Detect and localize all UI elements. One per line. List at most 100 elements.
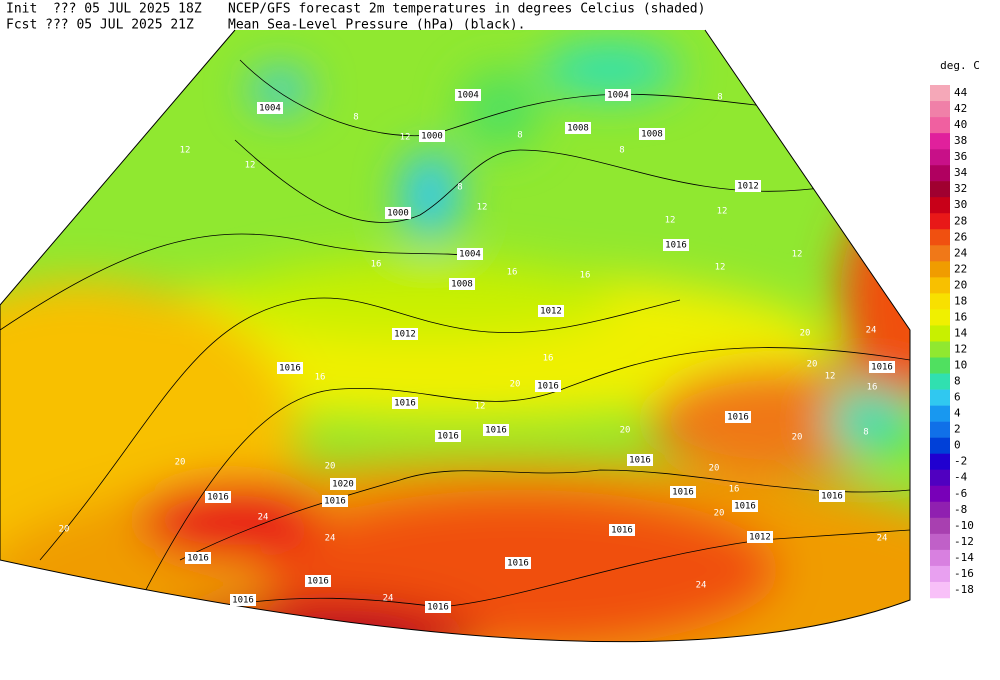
pressure-label: 1008 — [451, 280, 473, 290]
colorbar-label: 12 — [954, 342, 967, 355]
pressure-label-bg — [457, 248, 483, 260]
isobar — [199, 529, 910, 611]
colorbar-swatch — [930, 85, 950, 102]
temperature-label: 12 — [825, 372, 836, 382]
pressure-label-bg — [639, 128, 665, 140]
pressure-label-bg — [277, 362, 303, 374]
pressure-label: 1020 — [332, 480, 354, 490]
temperature-label: 16 — [371, 260, 382, 270]
pressure-label-bg — [538, 305, 564, 317]
pressure-label-bg — [330, 478, 356, 490]
colorbar-label: 14 — [954, 326, 968, 339]
pressure-label: 1008 — [567, 124, 589, 134]
colorbar-swatch — [930, 117, 950, 134]
colorbar-label: 26 — [954, 230, 967, 243]
pressure-label-bg — [725, 411, 751, 423]
pressure-label: 1012 — [394, 330, 416, 340]
pressure-label: 1016 — [437, 432, 459, 442]
colorbar-label: -12 — [954, 535, 974, 548]
pressure-label-bg — [819, 490, 845, 502]
temperature-label: 20 — [800, 329, 811, 339]
colorbar-swatch — [930, 373, 950, 390]
pressure-label-bg — [747, 531, 773, 543]
colorbar-swatch — [930, 213, 950, 230]
temperature-label: 20 — [792, 433, 803, 443]
temperature-label: 8 — [619, 146, 624, 156]
pressure-label-bg — [605, 89, 631, 101]
temperature-label: 8 — [517, 131, 522, 141]
colorbar-swatch — [930, 261, 950, 278]
pressure-label: 1016 — [279, 364, 301, 374]
colorbar-swatch — [930, 357, 950, 374]
colorbar-label: 32 — [954, 182, 967, 195]
colorbar-label: 22 — [954, 262, 967, 275]
pressure-label: 1012 — [749, 533, 771, 543]
temperature-label: 8 — [457, 183, 462, 193]
temperature-label: 24 — [258, 513, 269, 523]
temperature-label: 20 — [510, 380, 521, 390]
pressure-label: 1016 — [629, 456, 651, 466]
colorbar-label: 16 — [954, 310, 967, 323]
pressure-label: 1016 — [507, 559, 529, 569]
temperature-label: 16 — [580, 271, 591, 281]
colorbar-label: 38 — [954, 134, 967, 147]
colorbar-swatch — [930, 133, 950, 150]
pressure-label-bg — [565, 122, 591, 134]
colorbar-swatch — [930, 293, 950, 310]
pressure-label-bg — [483, 424, 509, 436]
pressure-label-bg — [505, 557, 531, 569]
colorbar-label: 6 — [954, 391, 961, 404]
temperature-label: 8 — [717, 93, 722, 103]
colorbar-label: -16 — [954, 567, 974, 580]
temperature-label: 12 — [245, 161, 256, 171]
pressure-label: 1000 — [421, 132, 443, 142]
temperature-label: 20 — [714, 509, 725, 519]
isobar — [0, 233, 471, 331]
colorbar-swatch — [930, 149, 950, 166]
colorbar-swatch — [930, 501, 950, 519]
pressure-label-bg — [435, 430, 461, 442]
isobar — [179, 469, 910, 561]
temperature-label: 12 — [400, 133, 411, 143]
colorbar-swatch — [930, 389, 950, 406]
pressure-label-bg — [627, 454, 653, 466]
colorbar-label: -18 — [954, 583, 974, 596]
colorbar-label: 44 — [954, 86, 968, 99]
colorbar-swatch — [930, 565, 950, 583]
colorbar-swatch — [930, 165, 950, 182]
temperature-label: 16 — [729, 485, 740, 495]
temperature-label: 16 — [543, 354, 554, 364]
pressure-label: 1016 — [485, 426, 507, 436]
pressure-label: 1016 — [871, 363, 893, 373]
temperature-label: 24 — [696, 581, 707, 591]
colorbar-label: -10 — [954, 519, 974, 532]
temperature-label: 12 — [792, 250, 803, 260]
pressure-label: 1012 — [540, 307, 562, 317]
temperature-label: 24 — [383, 594, 394, 604]
pressure-label-bg — [663, 239, 689, 251]
temperature-label: 24 — [325, 534, 336, 544]
temperature-label: 12 — [475, 402, 486, 412]
colorbar-swatch — [930, 469, 950, 487]
pressure-label-bg — [230, 594, 256, 606]
colorbar-label: -6 — [954, 487, 967, 500]
colorbar-label: 0 — [954, 439, 961, 452]
pressure-label-bg — [425, 601, 451, 613]
map-area — [0, 30, 910, 642]
isobar — [239, 59, 910, 137]
colorbar-label: 30 — [954, 198, 967, 211]
pressure-label-bg — [205, 491, 231, 503]
pressure-label-bg — [185, 552, 211, 564]
colorbar-label: 42 — [954, 102, 967, 115]
colorbar-label: 34 — [954, 166, 968, 179]
pressure-label-bg — [735, 180, 761, 192]
temperature-label: 8 — [863, 428, 868, 438]
contour-labels: 1004 1000 1004 1008 1008 1012 1016 1004 1008 1012… — [59, 89, 895, 629]
isobar — [39, 297, 681, 561]
temperature-label: 20 — [59, 525, 70, 535]
temperature-label: 16 — [507, 268, 518, 278]
pressure-label: 1008 — [641, 130, 663, 140]
pressure-label-bg — [609, 524, 635, 536]
pressure-label: 1016 — [394, 399, 416, 409]
